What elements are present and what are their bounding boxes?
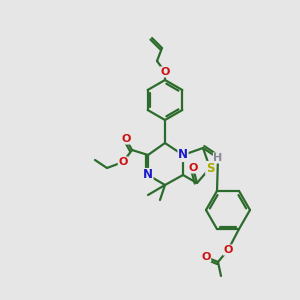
- Text: O: O: [118, 157, 128, 167]
- Text: O: O: [160, 67, 170, 77]
- Text: O: O: [223, 245, 233, 255]
- Text: S: S: [206, 161, 214, 175]
- Text: N: N: [143, 169, 153, 182]
- Text: N: N: [178, 148, 188, 161]
- Text: O: O: [188, 163, 198, 173]
- Text: O: O: [121, 134, 131, 144]
- Text: H: H: [213, 153, 223, 163]
- Text: O: O: [201, 252, 211, 262]
